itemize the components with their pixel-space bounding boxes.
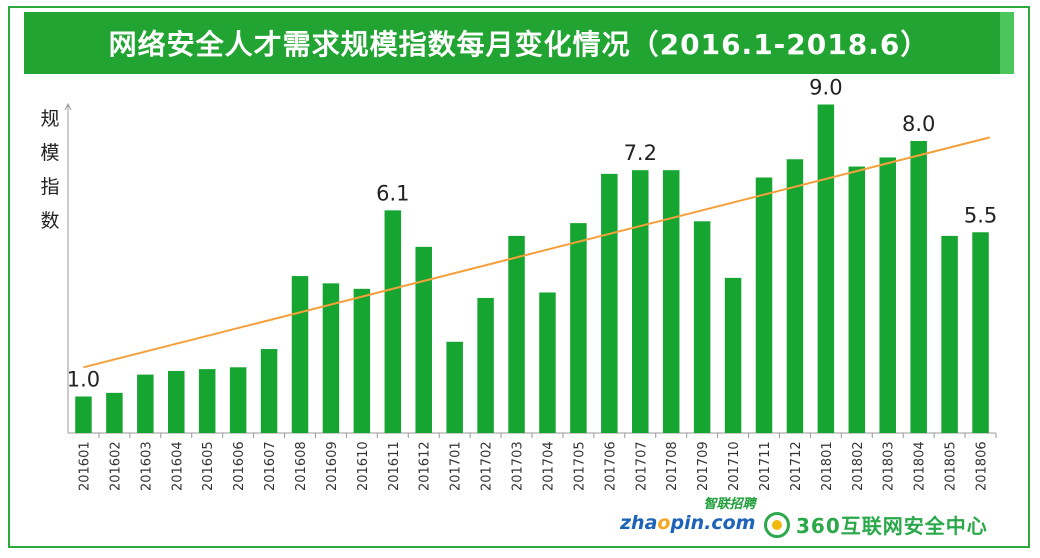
bar-201708 [662,170,680,433]
bar-201802 [848,166,866,434]
bar-201609 [322,283,340,433]
bar-201607 [260,349,278,433]
bar-201707 [632,170,649,433]
x-tick-label-201605: 201605 [201,441,216,491]
trend-line [83,136,991,369]
x-tick-label-201806: 201806 [975,441,990,491]
bar-201711 [755,177,773,433]
y-axis-arrow [64,102,72,111]
bar-201612 [415,246,432,433]
bar-201804 [910,141,927,433]
x-tick-label-201602: 201602 [108,441,123,491]
x-tick-label-201709: 201709 [696,441,711,491]
bar-201706 [601,173,618,433]
x-tick-label-201802: 201802 [851,441,866,491]
x-tick-label-201609: 201609 [325,441,340,491]
x-tick-label-201703: 201703 [511,441,526,491]
logo-360-text: 360互联网安全中心 [796,514,988,538]
x-tick-label-201710: 201710 [727,441,742,491]
bar-201801 [817,104,835,433]
y-axis-label: 规模指数 [40,108,60,232]
x-tick-label-201711: 201711 [758,441,773,491]
x-tick-label-201706: 201706 [603,441,618,491]
x-tick-label-201701: 201701 [449,441,464,491]
x-tick-label-201611: 201611 [387,441,402,491]
zhaopin-en-part-b: pin.com [670,512,756,534]
x-tick-label-201803: 201803 [882,441,897,491]
bar-201701 [446,341,463,433]
data-label-201804: 8.0 [902,112,935,136]
zhaopin-en-part-a: zha [620,512,658,534]
zhaopin-en-part-o: o [657,512,671,534]
bar-201710 [724,277,742,433]
bar-201712 [786,159,804,433]
zhaopin-logo: 智联招聘 zhaopin.com [620,497,756,535]
bar-201703 [508,235,525,433]
x-tick-label-201603: 201603 [139,441,154,491]
bar-201610 [353,288,371,433]
data-label-201707: 7.2 [624,141,657,165]
360-logo-icon [764,511,790,538]
data-label-201601: 1.0 [67,368,100,392]
bar-201601 [75,396,92,433]
x-tick-label-201707: 201707 [634,441,649,491]
x-tick-label-201606: 201606 [232,441,247,491]
x-tick-label-201607: 201607 [263,441,278,491]
x-tick-label-201704: 201704 [541,441,556,491]
x-tick-label-201612: 201612 [418,441,433,491]
bar-201702 [477,297,494,433]
bar-201705 [570,223,587,433]
bar-201806 [972,232,989,433]
bar-201606 [229,367,247,433]
bar-201803 [879,157,896,434]
bar-201704 [539,292,556,433]
zhaopin-logo-en: zhaopin.com [620,512,755,534]
logo-360: 360互联网安全中心 [764,510,988,539]
bar-201611 [384,210,402,433]
x-tick-label-201608: 201608 [294,441,309,491]
data-label-201611: 6.1 [376,181,409,205]
x-tick-label-201610: 201610 [356,441,371,491]
bar-201709 [693,221,711,433]
bar-201604 [168,370,185,433]
bar-201603 [137,374,154,433]
x-tick-label-201805: 201805 [944,441,959,491]
bar-201805 [941,235,958,433]
bar-201608 [291,276,309,433]
x-tick-label-201702: 201702 [480,441,495,491]
data-label-201806: 5.5 [964,203,997,227]
x-tick-label-201601: 201601 [77,441,92,491]
title-bar: 网络安全人才需求规模指数每月变化情况（2016.1-2018.6） [24,12,1014,74]
x-tick-label-201804: 201804 [913,441,928,491]
x-tick-label-201801: 201801 [820,441,835,491]
x-tick-label-201708: 201708 [665,441,680,491]
chart-title: 网络安全人才需求规模指数每月变化情况（2016.1-2018.6） [108,28,930,61]
zhaopin-logo-cn: 智联招聘 [703,497,756,512]
bar-201605 [198,369,216,433]
x-tick-label-201705: 201705 [572,441,587,491]
data-label-201801: 9.0 [809,76,842,100]
x-tick-label-201604: 201604 [170,441,185,491]
x-tick-label-201712: 201712 [789,441,804,491]
bar-201602 [106,392,123,433]
